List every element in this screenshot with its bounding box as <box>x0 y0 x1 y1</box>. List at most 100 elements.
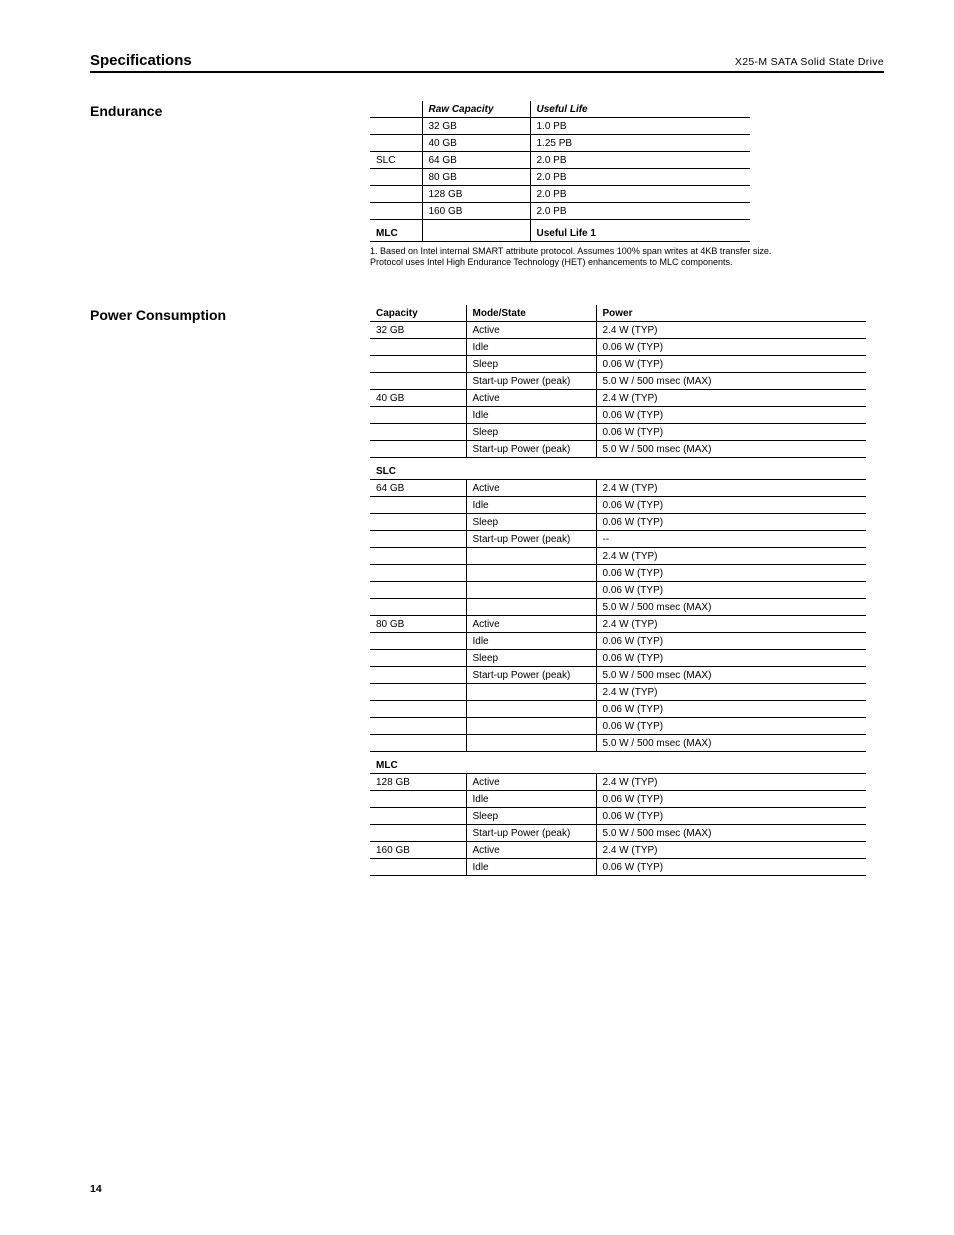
power-cell: 0.06 W (TYP) <box>596 790 866 807</box>
power-cell: 40 GB <box>370 389 466 406</box>
endurance-subhead: Useful Life 1 <box>530 220 750 242</box>
power-cell: 5.0 W / 500 msec (MAX) <box>596 666 866 683</box>
power-cell: 0.06 W (TYP) <box>596 649 866 666</box>
power-cell <box>370 790 466 807</box>
endurance-label: Endurance <box>90 101 370 119</box>
power-cell <box>466 734 596 751</box>
endurance-subhead <box>422 220 530 242</box>
power-cell: 64 GB <box>370 479 466 496</box>
power-cell: -- <box>596 530 866 547</box>
power-cell: 0.06 W (TYP) <box>596 423 866 440</box>
endurance-footnotes: 1. Based on Intel internal SMART attribu… <box>370 246 884 269</box>
power-cell: 128 GB <box>370 773 466 790</box>
power-cell: 80 GB <box>370 615 466 632</box>
power-cell: 0.06 W (TYP) <box>596 513 866 530</box>
power-cell: 0.06 W (TYP) <box>596 338 866 355</box>
power-cell <box>370 807 466 824</box>
power-cell: 5.0 W / 500 msec (MAX) <box>596 824 866 841</box>
page-header: Specifications X25-M SATA Solid State Dr… <box>90 52 884 73</box>
power-cell: Start-up Power (peak) <box>466 824 596 841</box>
power-cell: 2.4 W (TYP) <box>596 841 866 858</box>
power-cell <box>466 717 596 734</box>
power-cell: Idle <box>466 790 596 807</box>
power-cell <box>466 700 596 717</box>
endurance-cell: 80 GB <box>422 169 530 186</box>
power-cell: 5.0 W / 500 msec (MAX) <box>596 734 866 751</box>
power-cell <box>370 372 466 389</box>
power-cell <box>370 858 466 875</box>
endurance-cell <box>370 169 422 186</box>
endurance-cell: 1.25 PB <box>530 135 750 152</box>
power-cell: Start-up Power (peak) <box>466 372 596 389</box>
power-cell <box>370 683 466 700</box>
power-group-title: MLC <box>370 751 866 773</box>
power-cell: Start-up Power (peak) <box>466 530 596 547</box>
power-cell <box>370 734 466 751</box>
power-table: CapacityMode/StatePower32 GBActive2.4 W … <box>370 305 866 876</box>
footnote-line: 1. Based on Intel internal SMART attribu… <box>370 246 884 257</box>
header-right: X25-M SATA Solid State Drive <box>735 56 884 68</box>
endurance-cell <box>370 203 422 220</box>
endurance-cell <box>370 186 422 203</box>
power-cell: 2.4 W (TYP) <box>596 479 866 496</box>
power-cell <box>370 355 466 372</box>
power-col-0: Capacity <box>370 305 466 322</box>
endurance-subhead: MLC <box>370 220 422 242</box>
power-cell: Start-up Power (peak) <box>466 666 596 683</box>
power-cell: Idle <box>466 632 596 649</box>
power-cell: 0.06 W (TYP) <box>596 700 866 717</box>
endurance-cell: 64 GB <box>422 152 530 169</box>
power-cell <box>370 649 466 666</box>
power-cell: 5.0 W / 500 msec (MAX) <box>596 598 866 615</box>
power-cell: Sleep <box>466 649 596 666</box>
power-cell: Active <box>466 389 596 406</box>
power-cell: 2.4 W (TYP) <box>596 547 866 564</box>
power-cell: Active <box>466 321 596 338</box>
endurance-cell <box>370 135 422 152</box>
endurance-col-1: Raw Capacity <box>422 101 530 118</box>
power-label: Power Consumption <box>90 305 370 323</box>
power-cell <box>466 564 596 581</box>
power-cell: Idle <box>466 496 596 513</box>
power-cell <box>370 666 466 683</box>
power-cell <box>370 598 466 615</box>
power-cell: 5.0 W / 500 msec (MAX) <box>596 372 866 389</box>
power-cell: 0.06 W (TYP) <box>596 807 866 824</box>
endurance-cell: 1.0 PB <box>530 118 750 135</box>
power-cell <box>370 581 466 598</box>
power-group-title: SLC <box>370 457 866 479</box>
power-cell: Sleep <box>466 807 596 824</box>
power-cell <box>466 598 596 615</box>
endurance-cell: SLC <box>370 152 422 169</box>
power-cell: 0.06 W (TYP) <box>596 717 866 734</box>
power-cell: 32 GB <box>370 321 466 338</box>
power-cell: 0.06 W (TYP) <box>596 496 866 513</box>
power-cell: 2.4 W (TYP) <box>596 683 866 700</box>
power-cell: Active <box>466 615 596 632</box>
power-cell: Idle <box>466 406 596 423</box>
power-cell <box>370 717 466 734</box>
power-cell <box>370 824 466 841</box>
power-cell <box>466 581 596 598</box>
power-cell: Sleep <box>466 355 596 372</box>
endurance-col-2: Useful Life <box>530 101 750 118</box>
power-cell: 0.06 W (TYP) <box>596 355 866 372</box>
power-col-2: Power <box>596 305 866 322</box>
power-cell <box>370 338 466 355</box>
power-cell: 0.06 W (TYP) <box>596 632 866 649</box>
power-cell: Sleep <box>466 423 596 440</box>
power-cell: 0.06 W (TYP) <box>596 406 866 423</box>
power-cell: Active <box>466 773 596 790</box>
power-cell: 0.06 W (TYP) <box>596 858 866 875</box>
endurance-cell: 2.0 PB <box>530 169 750 186</box>
endurance-cell: 2.0 PB <box>530 186 750 203</box>
power-cell: 2.4 W (TYP) <box>596 321 866 338</box>
power-cell: 160 GB <box>370 841 466 858</box>
power-cell <box>466 683 596 700</box>
endurance-cell: 32 GB <box>422 118 530 135</box>
power-col-1: Mode/State <box>466 305 596 322</box>
power-cell <box>370 496 466 513</box>
power-cell: 0.06 W (TYP) <box>596 564 866 581</box>
power-cell: 2.4 W (TYP) <box>596 615 866 632</box>
power-cell: 5.0 W / 500 msec (MAX) <box>596 440 866 457</box>
